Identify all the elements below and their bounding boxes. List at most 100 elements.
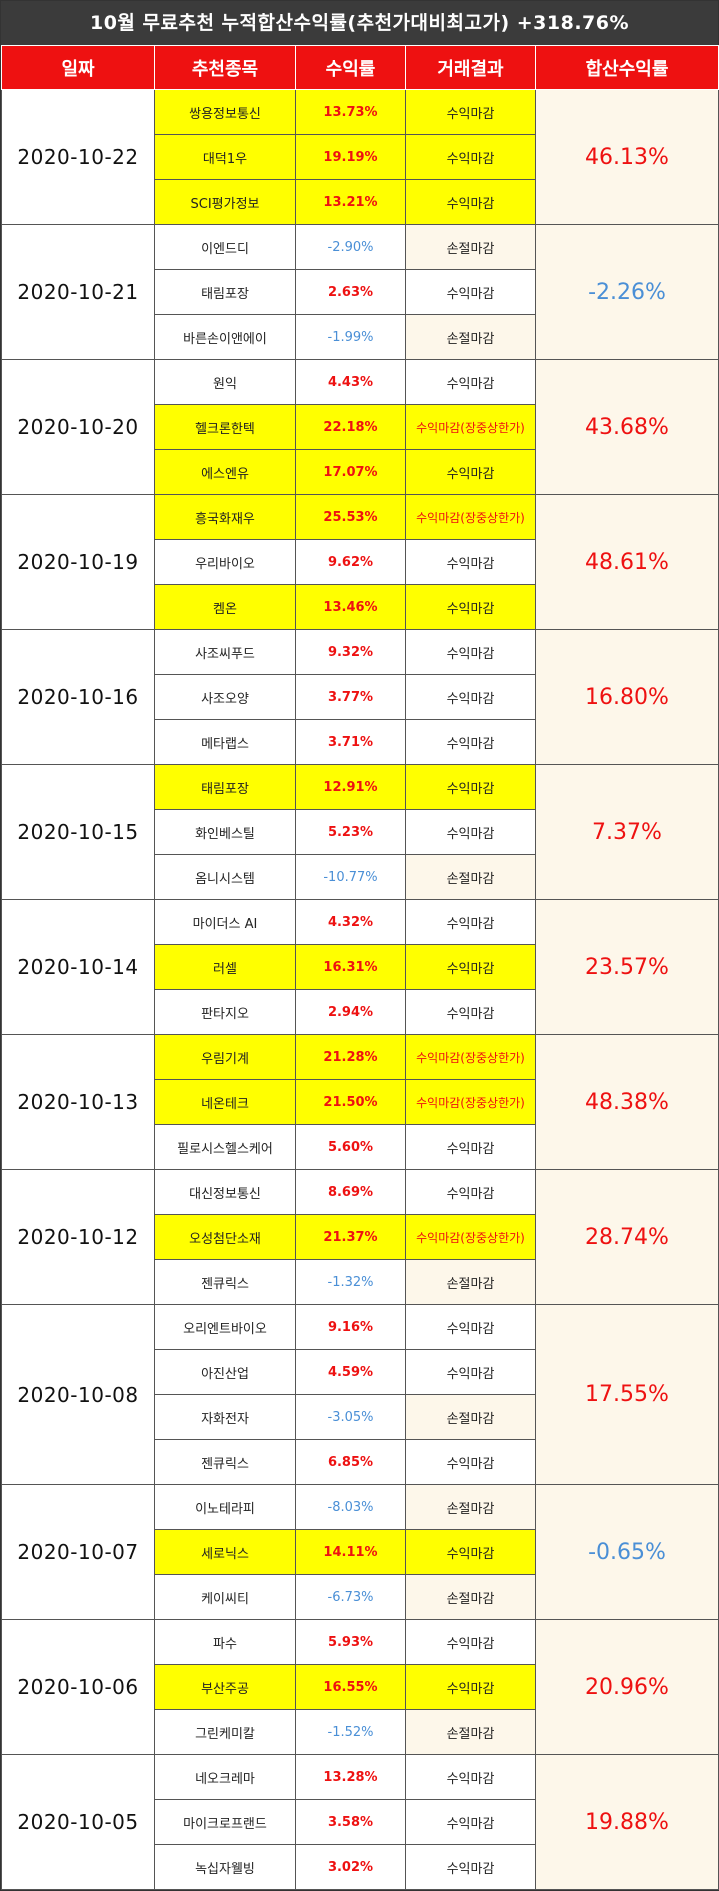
table-row: 2020-10-20 원익 4.43% 수익마감 43.68% [1,359,719,495]
stock-name-cell: 옴니시스템 [154,854,296,900]
header-date: 일짜 [1,45,155,90]
result-cell: 수익마감 [405,539,536,585]
stock-name-cell: 바른손이앤에이 [154,314,296,360]
table-row: 에스엔유 17.07% 수익마감 [2,449,719,495]
total-rate-cell: 28.74% [535,1169,719,1305]
header-stock: 추천종목 [154,45,296,90]
stock-name-cell: 오리엔트바이오 [154,1304,296,1350]
rate-cell: -6.73% [295,1574,406,1620]
total-rate-cell: -0.65% [535,1484,719,1620]
rate-cell: 21.28% [295,1034,406,1080]
rate-cell: 2.94% [295,989,406,1035]
stock-name-cell: 녹십자웰빙 [154,1844,296,1890]
table-row: 아진산업 4.59% 수익마감 [2,1349,719,1395]
total-rate-cell: 16.80% [535,629,719,765]
rate-cell: 9.16% [295,1304,406,1350]
rate-cell: 5.60% [295,1124,406,1170]
table-row: 2020-10-05 네오크레마 13.28% 수익마감 19.88% [1,1754,719,1890]
rate-cell: 16.55% [295,1664,406,1710]
date-cell: 2020-10-20 [1,359,155,495]
rate-cell: 21.50% [295,1079,406,1125]
rate-cell: 4.43% [295,359,406,405]
table-row: 2020-10-15 태림포장 12.91% 수익마감 7.37% [1,764,719,900]
rate-cell: 3.58% [295,1799,406,1845]
table-row: 그린케미칼 -1.52% 손절마감 [2,1709,719,1755]
result-cell: 수익마감(장중상한가) [405,1214,536,1260]
stock-name-cell: 이엔드디 [154,224,296,270]
table-row: 헬크론한텍 22.18% 수익마감(장중상한가) [2,404,719,450]
total-rate-cell: 17.55% [535,1304,719,1485]
table-row: 2020-10-22 쌍용정보통신 13.73% 수익마감 46.13% [1,89,719,225]
result-cell: 수익마감 [405,1124,536,1170]
rate-cell: 3.71% [295,719,406,765]
stock-name-cell: 태림포장 [154,269,296,315]
rate-cell: 5.93% [295,1619,406,1665]
rate-cell: -2.90% [295,224,406,270]
result-cell: 손절마감 [405,314,536,360]
result-cell: 수익마감(장중상한가) [405,1034,536,1080]
result-cell: 수익마감 [405,944,536,990]
result-cell: 수익마감 [405,719,536,765]
stock-name-cell: SCI평가정보 [154,179,296,225]
stock-name-cell: 마이크로프랜드 [154,1799,296,1845]
stock-name-cell: 마이더스 AI [154,899,296,945]
result-cell: 수익마감 [405,1799,536,1845]
table-row: 2020-10-19 흥국화재우 25.53% 수익마감(장중상한가) 48.61% [1,494,719,630]
date-cell: 2020-10-05 [1,1754,155,1890]
result-cell: 수익마감 [405,1844,536,1890]
header-rate: 수익률 [295,45,406,90]
rate-cell: -3.05% [295,1394,406,1440]
total-rate-cell: 20.96% [535,1619,719,1755]
date-cell: 2020-10-07 [1,1484,155,1620]
result-cell: 손절마감 [405,1394,536,1440]
result-cell: 손절마감 [405,224,536,270]
result-cell: 수익마감 [405,629,536,675]
stock-name-cell: 우림기계 [154,1034,296,1080]
total-rate-cell: 48.38% [535,1034,719,1170]
table-row: 2020-10-06 파수 5.93% 수익마감 20.96% [1,1619,719,1755]
result-cell: 수익마감 [405,134,536,180]
result-cell: 수익마감 [405,764,536,810]
table-row: 네온테크 21.50% 수익마감(장중상한가) [2,1079,719,1125]
date-cell: 2020-10-22 [1,89,155,225]
rate-cell: 4.59% [295,1349,406,1395]
stock-name-cell: 태림포장 [154,764,296,810]
result-cell: 수익마감 [405,809,536,855]
stock-name-cell: 네오크레마 [154,1754,296,1800]
result-cell: 수익마감 [405,989,536,1035]
rate-cell: 8.69% [295,1169,406,1215]
result-cell: 수익마감(장중상한가) [405,1079,536,1125]
stock-name-cell: 필로시스헬스케어 [154,1124,296,1170]
stock-name-cell: 판타지오 [154,989,296,1035]
rate-cell: 19.19% [295,134,406,180]
stock-name-cell: 러셀 [154,944,296,990]
table-row: 화인베스틸 5.23% 수익마감 [2,809,719,855]
stock-name-cell: 우리바이오 [154,539,296,585]
stock-name-cell: 이노테라피 [154,1484,296,1530]
rate-cell: 22.18% [295,404,406,450]
rate-cell: 16.31% [295,944,406,990]
stock-name-cell: 흥국화재우 [154,494,296,540]
rate-cell: -1.99% [295,314,406,360]
date-cell: 2020-10-13 [1,1034,155,1170]
table-row: 판타지오 2.94% 수익마감 [2,989,719,1035]
result-cell: 손절마감 [405,1259,536,1305]
rate-cell: 13.73% [295,89,406,135]
table-row: 세로닉스 14.11% 수익마감 [2,1529,719,1575]
result-cell: 수익마감 [405,1619,536,1665]
stock-name-cell: 젠큐릭스 [154,1439,296,1485]
total-rate-cell: 7.37% [535,764,719,900]
result-cell: 손절마감 [405,1484,536,1530]
result-cell: 수익마감 [405,584,536,630]
rate-cell: 14.11% [295,1529,406,1575]
stock-name-cell: 부산주공 [154,1664,296,1710]
stock-name-cell: 케이씨티 [154,1574,296,1620]
table-row: 녹십자웰빙 3.02% 수익마감 [2,1844,719,1890]
stock-name-cell: 사조씨푸드 [154,629,296,675]
result-cell: 수익마감 [405,1529,536,1575]
table-row: 우리바이오 9.62% 수익마감 [2,539,719,585]
date-cell: 2020-10-19 [1,494,155,630]
total-rate-cell: 46.13% [535,89,719,225]
table-row: 자화전자 -3.05% 손절마감 [2,1394,719,1440]
